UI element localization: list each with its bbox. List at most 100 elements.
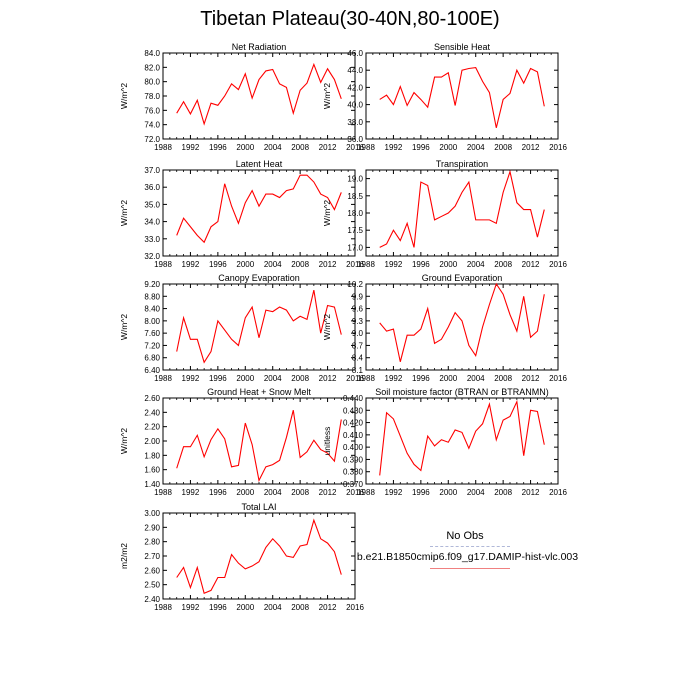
data-point bbox=[176, 234, 178, 236]
series-line bbox=[379, 282, 545, 362]
data-point bbox=[203, 592, 205, 594]
data-point bbox=[258, 337, 260, 339]
data-point bbox=[413, 463, 415, 465]
series-line bbox=[379, 67, 545, 128]
data-point bbox=[217, 428, 219, 430]
data-point bbox=[237, 464, 239, 466]
y-tick-label: 84.0 bbox=[144, 49, 160, 58]
data-point bbox=[475, 354, 477, 356]
data-point bbox=[210, 589, 212, 591]
x-tick-label: 1992 bbox=[385, 143, 403, 152]
data-point bbox=[516, 201, 518, 203]
data-point bbox=[251, 97, 253, 99]
data-point bbox=[217, 576, 219, 578]
x-tick-label: 2008 bbox=[291, 143, 309, 152]
plot-frame bbox=[365, 52, 559, 140]
data-point bbox=[203, 456, 205, 458]
y-tick-label: 38.0 bbox=[347, 118, 363, 127]
data-point bbox=[468, 181, 470, 183]
data-point bbox=[272, 193, 274, 195]
data-point bbox=[326, 196, 328, 198]
x-tick-label: 2004 bbox=[264, 374, 282, 383]
y-axis-label: W/m^2 bbox=[119, 200, 129, 226]
legend-obs-line bbox=[430, 546, 510, 547]
x-tick-label: 2000 bbox=[236, 603, 254, 612]
data-point bbox=[536, 236, 538, 238]
y-tick-label: 37.0 bbox=[144, 166, 160, 175]
data-point bbox=[224, 576, 226, 578]
y-tick-label: 36.0 bbox=[144, 183, 160, 192]
data-point bbox=[516, 330, 518, 332]
y-tick-label: 2.40 bbox=[144, 595, 160, 604]
x-tick-label: 2008 bbox=[494, 260, 512, 269]
data-point bbox=[265, 466, 267, 468]
y-tick-label: 40.0 bbox=[347, 101, 363, 110]
x-tick-label: 1988 bbox=[154, 143, 172, 152]
data-point bbox=[340, 333, 342, 335]
data-point bbox=[196, 99, 198, 101]
data-point bbox=[509, 415, 511, 417]
data-point bbox=[379, 322, 381, 324]
data-point bbox=[523, 295, 525, 297]
y-tick-label: 1.40 bbox=[144, 480, 160, 489]
x-tick-label: 2008 bbox=[291, 488, 309, 497]
data-point bbox=[475, 66, 477, 68]
data-point bbox=[299, 456, 301, 458]
y-axis-label: unitless bbox=[322, 427, 332, 456]
data-point bbox=[340, 98, 342, 100]
panel-title: Total LAI bbox=[241, 502, 276, 512]
chart-panel-5: Ground Evaporation W/m^2 1988 1992 1996 2000 2… bbox=[322, 273, 567, 383]
y-tick-label: 1.80 bbox=[144, 451, 160, 460]
x-tick-label: 1988 bbox=[154, 603, 172, 612]
series-line bbox=[379, 399, 545, 476]
y-tick-label: 6.80 bbox=[144, 354, 160, 363]
data-point bbox=[488, 303, 490, 305]
x-tick-label: 2004 bbox=[264, 143, 282, 152]
data-point bbox=[447, 326, 449, 328]
panel-title: Canopy Evaporation bbox=[218, 273, 300, 283]
data-point bbox=[440, 338, 442, 340]
y-tick-label: 10.2 bbox=[347, 280, 363, 289]
y-tick-label: 2.50 bbox=[144, 581, 160, 590]
panel-title: Soil moisture factor (BTRAN or BTRANMN) bbox=[375, 387, 549, 397]
y-tick-label: 35.0 bbox=[144, 200, 160, 209]
y-tick-label: 0.440 bbox=[343, 394, 364, 403]
data-point bbox=[502, 98, 504, 100]
data-point bbox=[495, 222, 497, 224]
x-tick-label: 2004 bbox=[467, 143, 485, 152]
y-tick-label: 32.0 bbox=[144, 252, 160, 261]
data-point bbox=[340, 573, 342, 575]
x-tick-label: 1988 bbox=[154, 374, 172, 383]
data-point bbox=[299, 315, 301, 317]
data-point bbox=[306, 451, 308, 453]
chart-panel-1: Sensible Heat W/m^2 1988 1992 1996 2000 2004 20… bbox=[322, 42, 567, 152]
data-point bbox=[509, 92, 511, 94]
data-point bbox=[468, 67, 470, 69]
data-point bbox=[285, 436, 287, 438]
data-point bbox=[258, 205, 260, 207]
data-point bbox=[313, 519, 315, 521]
x-tick-label: 2016 bbox=[346, 374, 364, 383]
chart-panel-6: Ground Heat + Snow Melt W/m^2 1988 1992 1996… bbox=[119, 387, 364, 497]
x-tick-label: 2000 bbox=[236, 374, 254, 383]
data-point bbox=[237, 88, 239, 90]
data-point bbox=[258, 78, 260, 80]
y-tick-label: 2.60 bbox=[144, 566, 160, 575]
chart-panel-2: Latent Heat W/m^2 1988 1992 1996 2000 2004 2008… bbox=[119, 159, 364, 269]
plot-frame bbox=[365, 397, 559, 485]
data-point bbox=[495, 127, 497, 129]
data-point bbox=[468, 447, 470, 449]
data-point bbox=[326, 304, 328, 306]
x-tick-label: 2016 bbox=[549, 488, 567, 497]
data-point bbox=[523, 455, 525, 457]
panel-title: Latent Heat bbox=[236, 159, 283, 169]
data-point bbox=[306, 174, 308, 176]
plot-frame bbox=[365, 169, 559, 257]
data-point bbox=[427, 184, 429, 186]
data-point bbox=[399, 85, 401, 87]
data-point bbox=[454, 205, 456, 207]
data-point bbox=[265, 70, 267, 72]
data-point bbox=[292, 188, 294, 190]
y-tick-label: 1.60 bbox=[144, 466, 160, 475]
data-point bbox=[292, 409, 294, 411]
